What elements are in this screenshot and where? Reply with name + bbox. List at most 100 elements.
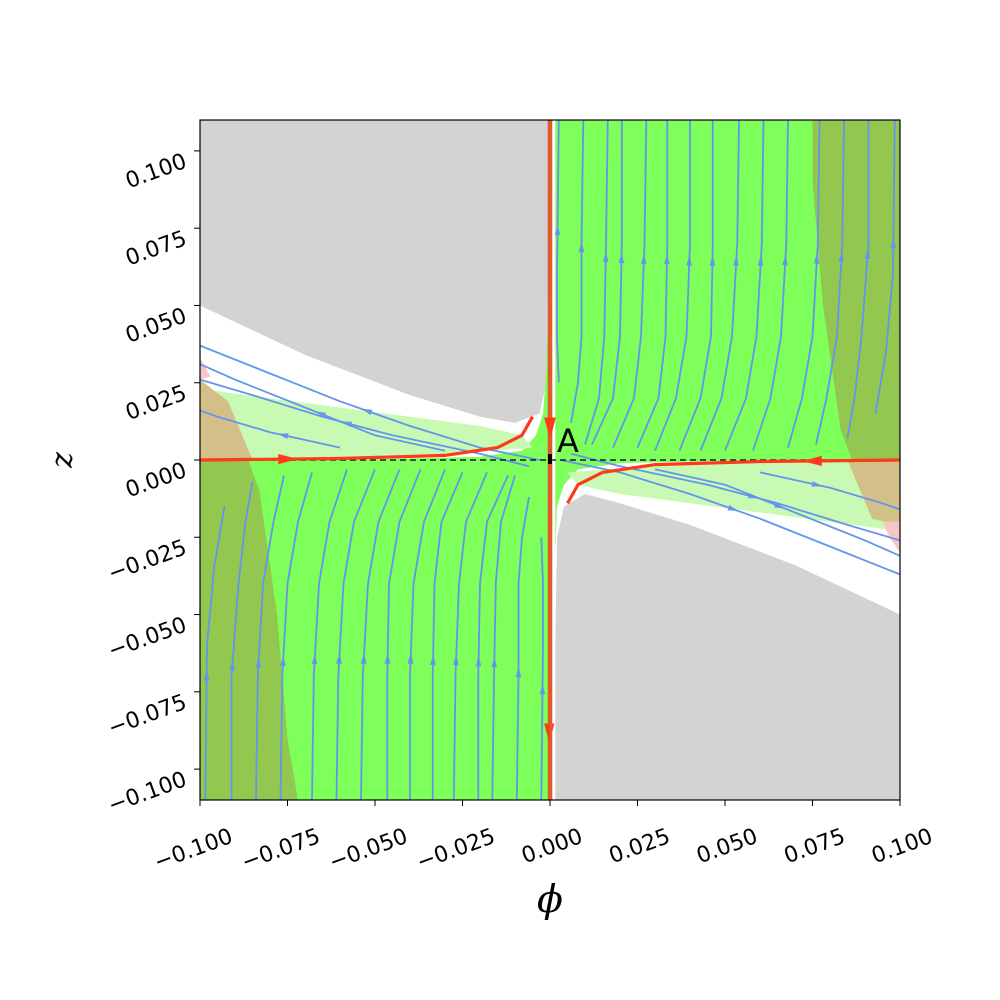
- y-tick-label: 0.000: [122, 458, 190, 503]
- y-tick-label: 0.100: [122, 149, 190, 194]
- streamline: [570, 452, 900, 542]
- streamline: [204, 506, 226, 800]
- streamlines-layer: [200, 120, 900, 800]
- streamline-arrow: [203, 670, 210, 681]
- streamline-arrow: [229, 659, 235, 671]
- trajectory-line: [566, 458, 900, 505]
- streamline-arrow: [640, 253, 647, 265]
- x-tick-label: 0.075: [781, 824, 849, 869]
- x-tick-label: 0.025: [606, 824, 674, 869]
- trajectory-arrow: [545, 417, 556, 437]
- y-tick-label: 0.025: [122, 381, 190, 426]
- streamline-arrow: [336, 653, 342, 664]
- x-tick-label: 0.100: [868, 824, 936, 869]
- streamline: [815, 120, 845, 445]
- streamline: [200, 378, 530, 468]
- x-tick-label: 0.000: [518, 824, 586, 869]
- streamline-arrow: [618, 252, 625, 264]
- streamline-arrow: [602, 251, 609, 262]
- streamline-arrow: [453, 654, 459, 666]
- streamline-arrow: [430, 654, 436, 666]
- streamline: [636, 120, 669, 448]
- streamline-arrow: [709, 255, 716, 266]
- y-axis-ticks: −0.100 −0.075 −0.050 −0.025 0.000 0.025 0.050 0…: [105, 149, 200, 819]
- streamline: [452, 472, 488, 800]
- streamline-arrow: [864, 248, 871, 259]
- streamline-arrow: [311, 653, 318, 665]
- streamline: [678, 120, 714, 452]
- x-axis-ticks: −0.100 −0.075 −0.050 −0.025 0.000 0.025 0.050 0…: [151, 800, 936, 875]
- streamline-arrow: [407, 653, 414, 664]
- streamline: [515, 496, 530, 800]
- streamline: [409, 468, 446, 800]
- streamline-arrow: [733, 255, 739, 266]
- region-olive-right: [812, 120, 900, 522]
- region-tan-right: [847, 460, 900, 525]
- x-tick-label: 0.050: [693, 824, 761, 869]
- streamline: [591, 120, 623, 445]
- streamline-arrow: [491, 656, 497, 668]
- y-tick-label: −0.100: [105, 767, 190, 818]
- streamline-arrow: [727, 505, 739, 512]
- streamline: [386, 468, 422, 800]
- annotations-layer: A: [548, 422, 579, 464]
- streamline-arrow: [686, 255, 692, 266]
- streamline-arrow: [255, 656, 261, 668]
- streamline-arrow: [515, 666, 522, 678]
- streamline: [360, 468, 401, 800]
- streamline: [654, 120, 691, 452]
- streamline: [311, 469, 348, 800]
- streamline-arrow: [277, 433, 289, 439]
- y-tick-label: −0.025: [105, 535, 190, 586]
- point-label: A: [557, 422, 579, 460]
- trajectory-arrow: [278, 454, 298, 465]
- streamline-arrow: [664, 253, 670, 265]
- streamline: [787, 120, 821, 448]
- streamline: [477, 475, 509, 800]
- x-tick-label: −0.075: [238, 824, 323, 875]
- streamline: [846, 120, 870, 439]
- streamline: [491, 475, 516, 800]
- region-light-green-left: [200, 388, 533, 460]
- streamline-arrow: [315, 411, 326, 418]
- streamline: [279, 472, 313, 800]
- streamline: [584, 120, 609, 445]
- streamline: [752, 120, 789, 451]
- y-axis-label: z: [45, 452, 80, 469]
- streamline-arrow: [578, 241, 585, 253]
- streamline: [759, 471, 900, 511]
- streamline-arrow: [360, 653, 367, 664]
- streamline-arrow: [539, 683, 546, 695]
- trajectory-arrow: [802, 455, 822, 466]
- x-tick-label: −0.050: [326, 824, 411, 875]
- streamline: [699, 120, 740, 452]
- x-axis-label: ϕ: [537, 877, 563, 921]
- streamline-arrow: [838, 251, 844, 262]
- y-tick-label: 0.075: [122, 226, 190, 271]
- region-olive-left: [200, 398, 298, 800]
- streamline-arrow: [890, 237, 897, 249]
- streamline: [230, 481, 254, 800]
- streamline: [654, 468, 900, 557]
- point-marker: [548, 454, 552, 464]
- trajectory-line: [200, 415, 534, 462]
- streamline-arrow: [475, 655, 482, 667]
- y-tick-label: −0.050: [105, 613, 190, 664]
- streamline: [200, 363, 446, 452]
- streamline: [255, 475, 285, 800]
- streamline: [540, 537, 544, 800]
- streamline-arrow: [782, 254, 788, 266]
- streamline: [200, 409, 341, 449]
- streamline-arrow: [554, 224, 561, 235]
- region-gray-lower-right: [555, 494, 900, 800]
- streamline: [431, 472, 464, 800]
- streamline: [570, 120, 585, 424]
- region-green-right: [555, 120, 900, 553]
- region-pink-left: [200, 358, 211, 380]
- streamline: [556, 120, 560, 383]
- x-tick-label: −0.100: [151, 824, 236, 875]
- streamline: [874, 120, 896, 414]
- streamline-arrow: [280, 655, 286, 666]
- region-gray-upper-left: [200, 120, 549, 423]
